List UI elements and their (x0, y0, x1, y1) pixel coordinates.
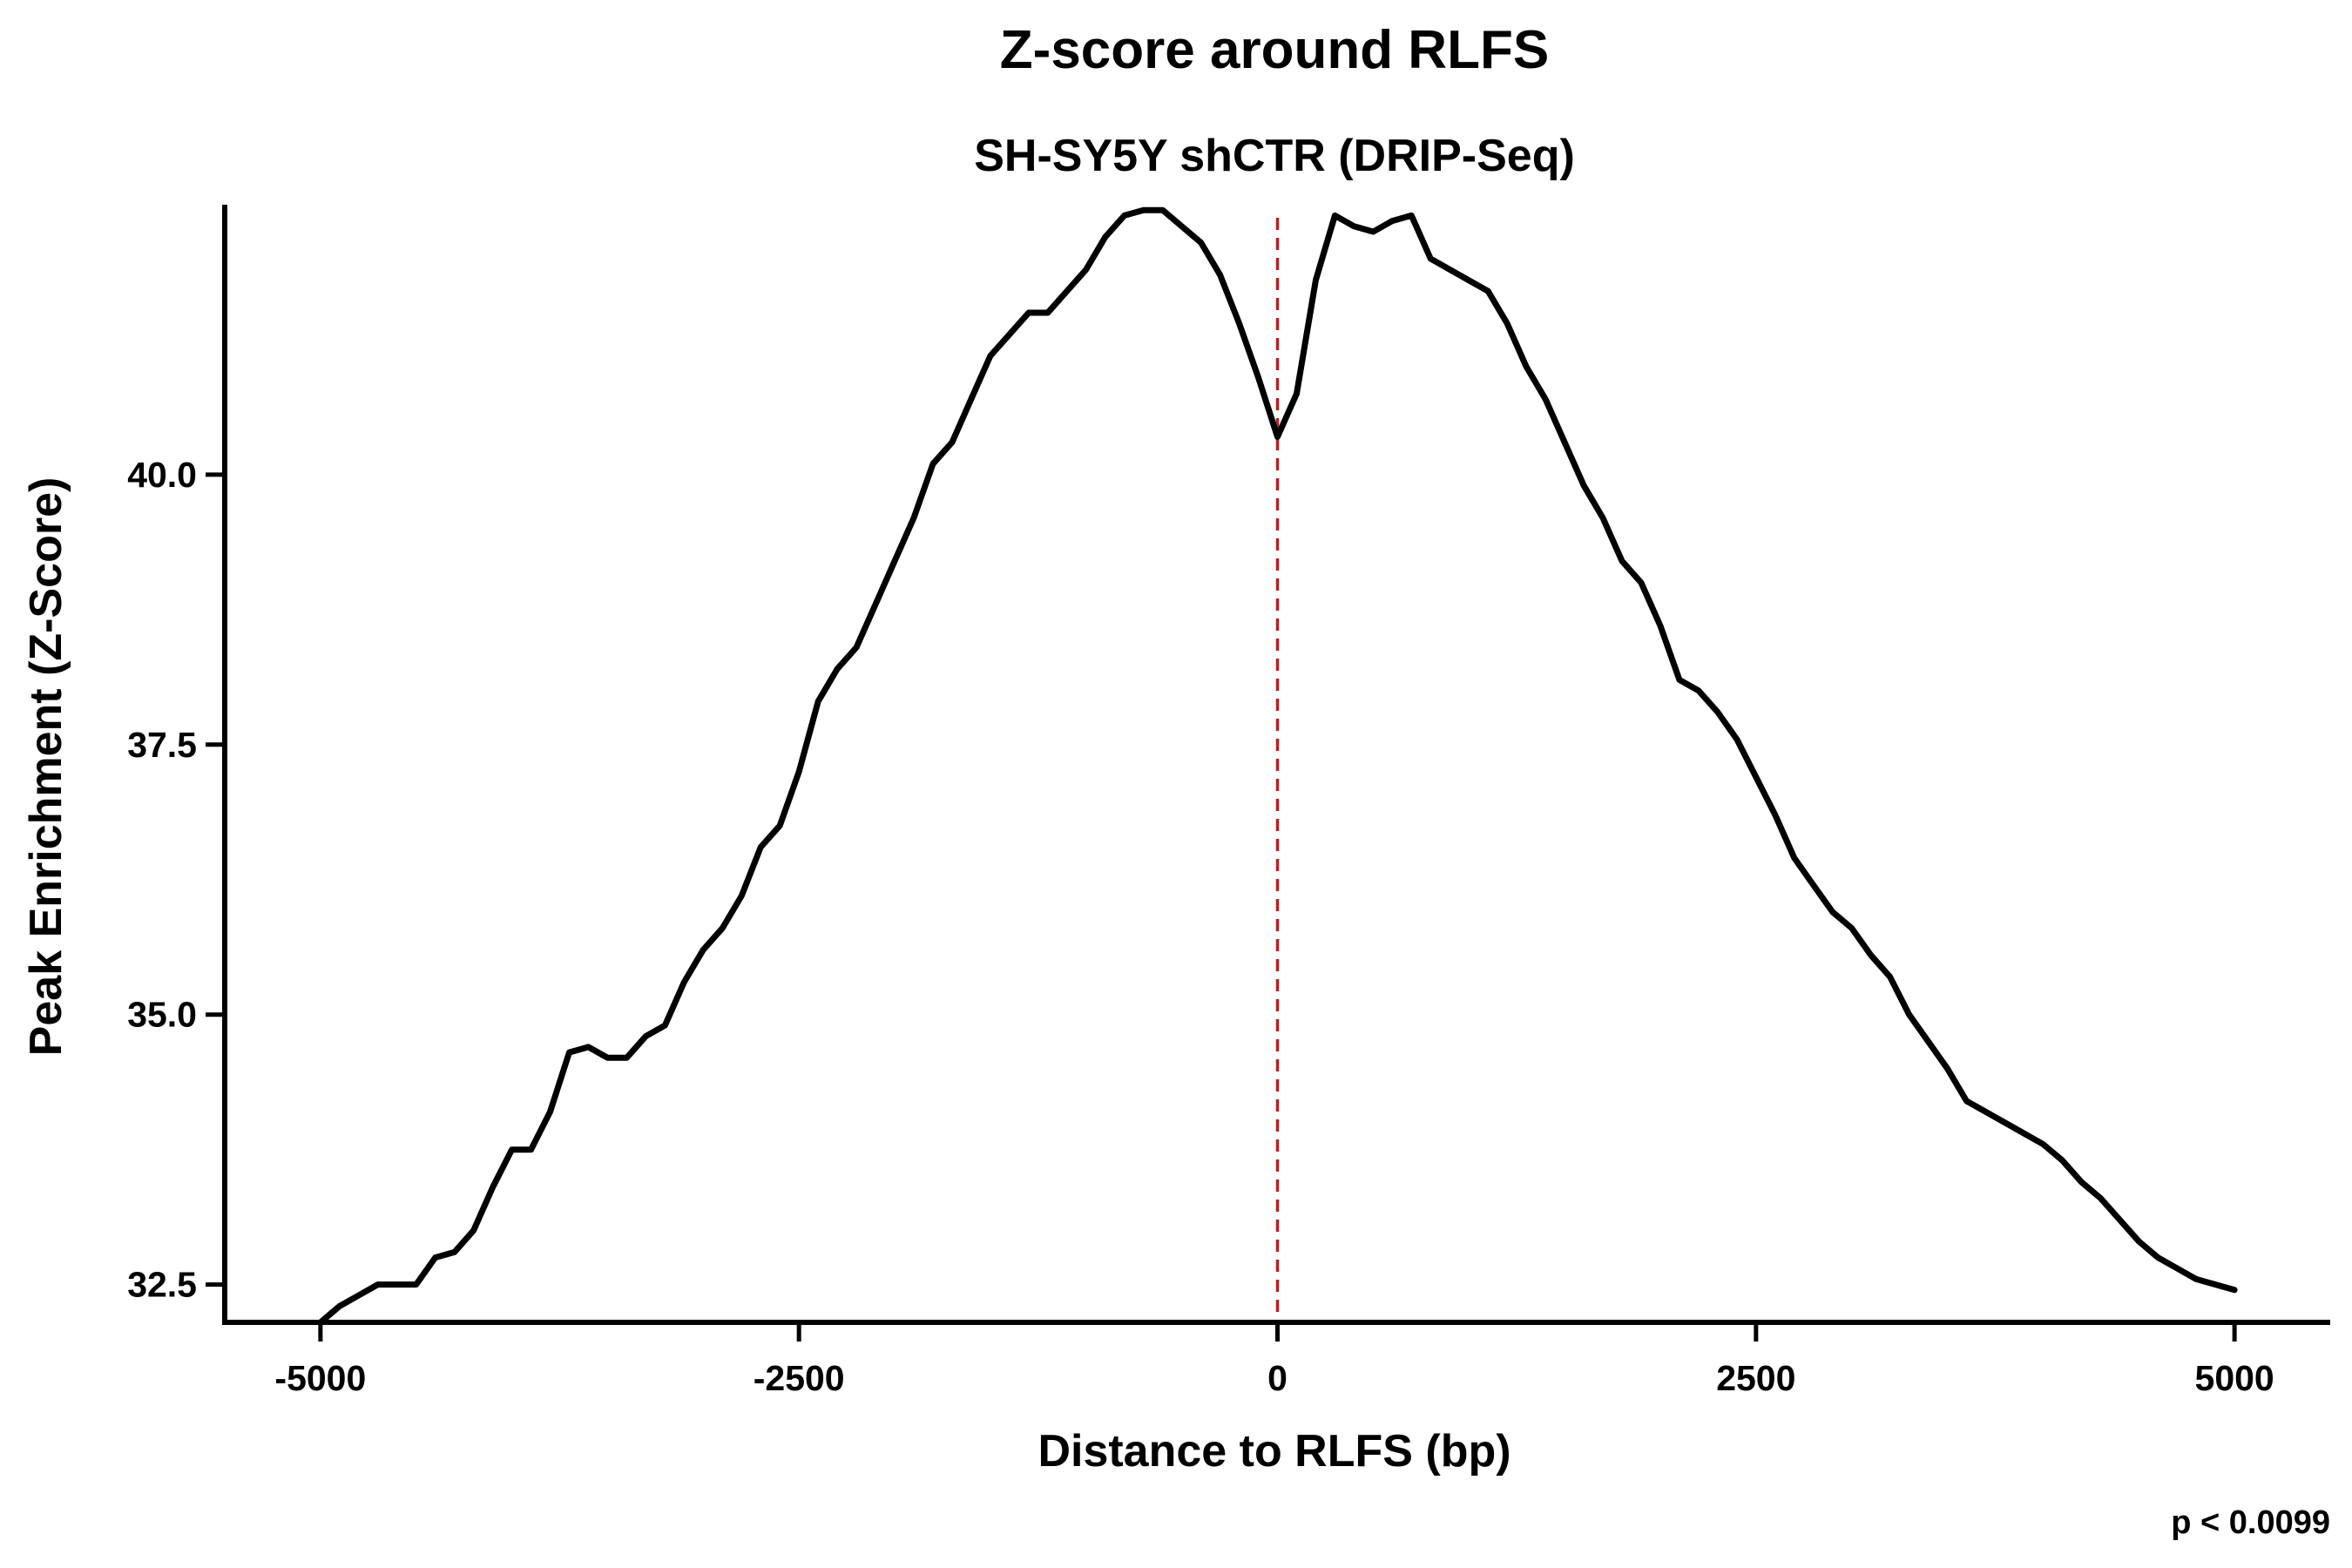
plot-area (317, 206, 2238, 1326)
x-tick-label: 2500 (1716, 1358, 1795, 1398)
y-tick-label: 37.5 (127, 725, 197, 765)
chart-title: Z-score around RLFS (1000, 20, 1549, 80)
axes: -5000 -2500 0 2500 5000 32.5 35.0 37.5 40.0 (127, 205, 2330, 1398)
x-tick-label: -5000 (274, 1358, 366, 1398)
x-tick-label: 5000 (2195, 1358, 2274, 1398)
x-tick-label: -2500 (754, 1358, 845, 1398)
series-line-0 (317, 206, 2238, 1326)
p-value-annotation: p < 0.0099 (2171, 1504, 2330, 1541)
x-tick-label: 0 (1267, 1358, 1288, 1398)
chart-subtitle: SH-SY5Y shCTR (DRIP-Seq) (974, 131, 1575, 181)
y-axis-title: Peak Enrichment (Z-Score) (21, 477, 71, 1057)
y-tick-label: 40.0 (127, 455, 197, 495)
y-tick-label: 32.5 (127, 1265, 197, 1305)
y-tick-label: 35.0 (127, 995, 197, 1035)
x-axis-title: Distance to RLFS (bp) (1037, 1426, 1511, 1477)
